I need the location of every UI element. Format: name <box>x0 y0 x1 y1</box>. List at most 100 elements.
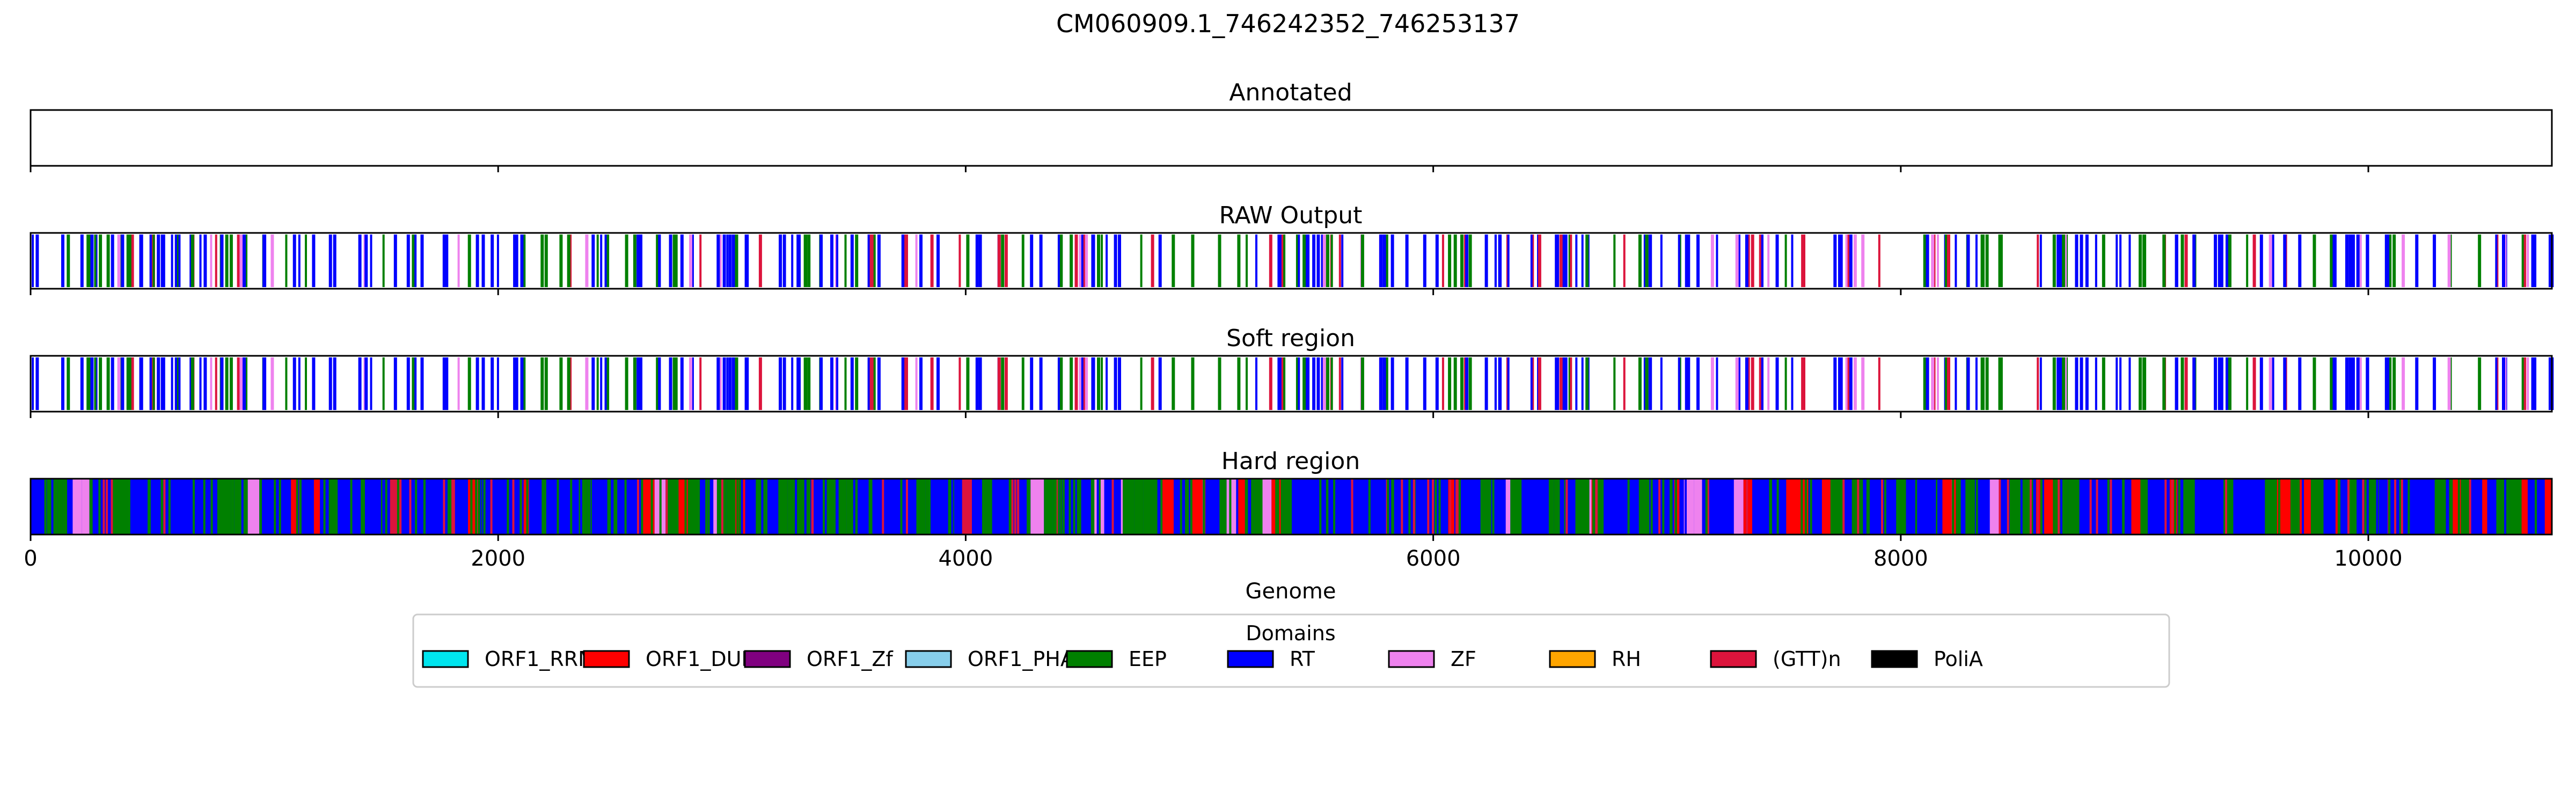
segment-EEP <box>1956 479 1961 535</box>
segment-RT <box>171 235 173 287</box>
segment-RT <box>2333 357 2337 410</box>
segment-(GTT)n <box>1623 235 1626 287</box>
segment-EEP <box>1172 357 1175 410</box>
segment-RT <box>1775 357 1779 410</box>
segment-EEP <box>985 479 987 535</box>
segment-RT <box>1702 479 1719 535</box>
segment-RT <box>975 357 979 410</box>
segment-RT <box>2415 235 2419 287</box>
segment-ZF <box>1710 235 1714 287</box>
segment-EEP <box>361 479 363 535</box>
segment-(GTT)n <box>721 479 723 535</box>
segment-(GTT)n <box>2171 479 2174 535</box>
segment-ZF <box>1853 235 1857 287</box>
legend-swatch <box>744 650 791 668</box>
segment-EEP <box>613 479 616 535</box>
segment-EEP <box>1001 357 1005 410</box>
segment-RT <box>130 479 133 535</box>
segment-EEP <box>1070 357 1073 410</box>
legend-swatch <box>1871 650 1918 668</box>
segment-RT <box>1057 235 1060 287</box>
segment-(GTT)n <box>1449 479 1452 535</box>
segment-EEP <box>152 235 155 287</box>
segment-RT <box>2226 235 2229 287</box>
segment-EEP <box>650 479 653 535</box>
segment-RT <box>2384 357 2387 410</box>
segment-RT <box>1679 479 1684 535</box>
segment-(GTT)n <box>997 235 1001 287</box>
segment-RT <box>1158 235 1162 287</box>
segment-RT <box>61 235 64 287</box>
segment-EEP <box>1073 479 1075 535</box>
segment-EEP <box>656 235 658 287</box>
segment-EEP <box>1160 479 1163 535</box>
segment-EEP <box>128 357 131 410</box>
segment-RT <box>830 235 833 287</box>
legend-swatch <box>1227 650 1274 668</box>
segment-EEP <box>1180 479 1182 535</box>
segment-EEP <box>1460 235 1463 287</box>
segment-EEP <box>382 357 385 410</box>
segment-RT <box>1341 357 1344 410</box>
segment-RT <box>669 357 672 410</box>
segment-EEP <box>99 235 103 287</box>
segment-RT <box>804 479 807 535</box>
segment-RT <box>1157 479 1161 535</box>
segment-ZF <box>1845 357 1848 410</box>
segment-EEP <box>1613 235 1616 287</box>
segment-EEP <box>67 357 70 410</box>
segment-EEP <box>397 479 399 535</box>
segment-RT <box>1564 235 1568 287</box>
segment-EEP <box>2162 357 2166 410</box>
x-tick-label: 2000 <box>471 546 525 571</box>
segment-EEP <box>1254 479 1263 535</box>
segment-EEP <box>1172 235 1175 287</box>
segment-RT <box>795 479 797 535</box>
segment-RT <box>600 357 603 410</box>
segment-EEP <box>126 235 130 287</box>
segment-RT <box>722 235 726 287</box>
segment-RT <box>1306 479 1315 535</box>
segment-(GTT)n <box>237 357 240 410</box>
segment-RT <box>1561 235 1565 287</box>
segment-EEP <box>2031 479 2033 535</box>
segment-ZF <box>2402 357 2405 410</box>
segment-EEP <box>1866 479 1869 535</box>
segment-RT <box>1665 479 1670 535</box>
segment-EEP <box>245 235 247 287</box>
segment-EEP <box>2478 235 2482 287</box>
segment-RT <box>1745 235 1748 287</box>
segment-RT <box>858 479 869 535</box>
segment-RT <box>1391 357 1394 410</box>
segment-EEP <box>544 235 548 287</box>
segment-RT <box>919 357 923 410</box>
segment-RT <box>149 357 153 410</box>
segment-EEP <box>1923 357 1927 410</box>
segment-ZF <box>1079 235 1081 287</box>
segment-RT <box>1339 479 1349 535</box>
segment-RT <box>1975 357 1978 410</box>
segment-RT <box>559 479 562 535</box>
segment-RT <box>1158 357 1162 410</box>
segment-RT <box>2020 479 2023 535</box>
segment-ZF <box>1226 479 1238 535</box>
segment-RT <box>401 479 414 535</box>
segment-RT <box>1312 235 1316 287</box>
segment-EEP <box>2368 479 2371 535</box>
segment-ORF1_DUF <box>2169 479 2178 535</box>
legend-swatch <box>1388 650 1435 668</box>
segment-RT <box>433 479 435 535</box>
segment-EEP <box>168 479 171 535</box>
segment-RT <box>1423 357 1426 410</box>
segment-RT <box>2221 357 2223 410</box>
segment-EEP <box>2313 479 2324 535</box>
segment-ORF1_DUF <box>2300 479 2311 535</box>
segment-RT <box>171 357 173 410</box>
segment-EEP <box>522 357 526 410</box>
segment-ZF <box>2447 357 2451 410</box>
segment-RT <box>1118 357 1121 410</box>
segment-EEP <box>1999 235 2003 287</box>
segment-RT <box>1791 357 1794 410</box>
segment-EEP <box>540 357 544 410</box>
segment-RT <box>639 357 642 410</box>
